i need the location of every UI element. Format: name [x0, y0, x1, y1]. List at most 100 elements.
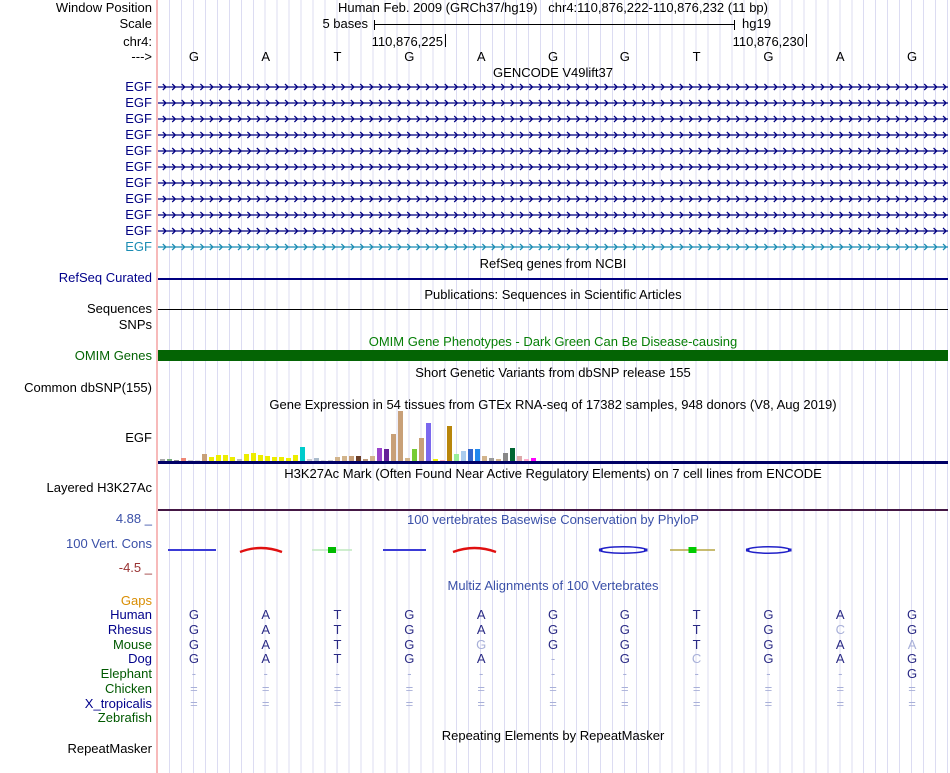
gtex-tissue-bar[interactable]	[370, 456, 375, 461]
gtex-tissue-bar[interactable]	[237, 459, 242, 461]
multiz-row-zebrafish[interactable]	[0, 711, 950, 725]
transcript-arrow-line[interactable]	[158, 209, 948, 221]
gtex-tissue-bar[interactable]	[356, 456, 361, 461]
track-label-species-elephant[interactable]: Elephant	[100, 666, 152, 681]
gtex-tissue-bar[interactable]	[412, 449, 417, 461]
track-label-species-mouse[interactable]: Mouse	[112, 637, 152, 652]
gtex-tissue-bar[interactable]	[223, 455, 228, 461]
gtex-tissue-bar[interactable]	[391, 434, 396, 461]
gtex-tissue-bar[interactable]	[335, 457, 340, 461]
track-label-gaps[interactable]: Gaps	[120, 593, 152, 608]
gtex-expression-chart[interactable]	[158, 408, 948, 461]
gtex-tissue-bar[interactable]	[188, 460, 193, 461]
gtex-tissue-bar[interactable]	[384, 449, 389, 461]
track-label-transcript[interactable]: EGF	[125, 143, 152, 158]
multiz-row-x_tropicalis[interactable]: = = = = = = = = = = =	[0, 697, 950, 711]
track-label-snps[interactable]: SNPs	[118, 317, 152, 332]
gtex-tissue-bar[interactable]	[405, 458, 410, 461]
track-label-species-chicken[interactable]: Chicken	[105, 681, 152, 696]
gtex-tissue-bar[interactable]	[475, 449, 480, 461]
track-label-transcript[interactable]: EGF	[125, 191, 152, 206]
transcript-arrow-line[interactable]	[158, 225, 948, 237]
conservation-feature-lens[interactable]	[598, 543, 648, 557]
conservation-feature-flat[interactable]	[168, 543, 216, 557]
gtex-tissue-bar[interactable]	[461, 451, 466, 461]
conservation-feature-flat[interactable]	[383, 543, 426, 557]
gtex-tissue-bar[interactable]	[440, 460, 445, 461]
track-label-species-dog[interactable]: Dog	[128, 651, 152, 666]
gtex-tissue-bar[interactable]	[377, 448, 382, 461]
conservation-feature-tickline[interactable]	[670, 543, 715, 557]
gtex-tissue-bar[interactable]	[328, 460, 333, 461]
gtex-tissue-bar[interactable]	[419, 438, 424, 461]
track-label-transcript[interactable]: EGF	[125, 175, 152, 190]
gtex-tissue-bar[interactable]	[209, 457, 214, 461]
transcript-arrow-line[interactable]	[158, 241, 948, 253]
transcript-arrow-line[interactable]	[158, 129, 948, 141]
track-label-transcript[interactable]: EGF	[125, 79, 152, 94]
gtex-tissue-bar[interactable]	[286, 458, 291, 461]
track-label-species-zebrafish[interactable]: Zebrafish	[97, 710, 152, 725]
gtex-tissue-bar[interactable]	[251, 453, 256, 461]
gtex-tissue-bar[interactable]	[265, 456, 270, 461]
track-label-common-dbsnp[interactable]: Common dbSNP(155)	[24, 380, 152, 395]
gtex-tissue-bar[interactable]	[195, 460, 200, 461]
gtex-tissue-bar[interactable]	[510, 448, 515, 461]
gtex-tissue-bar[interactable]	[496, 459, 501, 461]
gtex-tissue-bar[interactable]	[258, 455, 263, 461]
gtex-tissue-bar[interactable]	[482, 456, 487, 461]
h3k27ac-track-line[interactable]	[158, 509, 948, 511]
gtex-tissue-bar[interactable]	[447, 426, 452, 461]
gtex-tissue-bar[interactable]	[293, 455, 298, 461]
gtex-tissue-bar[interactable]	[349, 456, 354, 461]
track-label-transcript[interactable]: EGF	[125, 95, 152, 110]
gtex-tissue-bar[interactable]	[468, 449, 473, 461]
gtex-tissue-bar[interactable]	[398, 411, 403, 461]
gtex-tissue-bar[interactable]	[307, 459, 312, 461]
track-label-species-rhesus[interactable]: Rhesus	[107, 622, 152, 637]
gtex-tissue-bar[interactable]	[524, 459, 529, 461]
transcript-arrow-line[interactable]	[158, 113, 948, 125]
omim-genes-bar[interactable]	[158, 350, 948, 361]
gtex-tissue-bar[interactable]	[503, 453, 508, 461]
gtex-tissue-bar[interactable]	[202, 454, 207, 461]
gtex-tissue-bar[interactable]	[454, 454, 459, 461]
track-label-transcript[interactable]: EGF	[125, 207, 152, 222]
gtex-tissue-bar[interactable]	[300, 447, 305, 461]
gtex-tissue-bar[interactable]	[363, 459, 368, 461]
track-label-transcript[interactable]: EGF	[125, 239, 152, 254]
track-label-100-vert-cons[interactable]: 100 Vert. Cons	[66, 536, 152, 551]
gtex-tissue-bar[interactable]	[272, 457, 277, 461]
gtex-tissue-bar[interactable]	[181, 458, 186, 461]
gtex-tissue-bar[interactable]	[174, 460, 179, 461]
gtex-tissue-bar[interactable]	[517, 456, 522, 461]
transcript-arrow-line[interactable]	[158, 145, 948, 157]
conservation-feature-lens[interactable]	[745, 543, 792, 557]
gtex-tissue-bar[interactable]	[216, 455, 221, 461]
gtex-tissue-bar[interactable]	[314, 458, 319, 461]
gtex-tissue-bar[interactable]	[160, 459, 165, 461]
track-label-sequences[interactable]: Sequences	[86, 301, 152, 316]
gtex-tissue-bar[interactable]	[433, 459, 438, 461]
transcript-arrow-line[interactable]	[158, 177, 948, 189]
track-label-layered-h3k27ac[interactable]: Layered H3K27Ac	[46, 480, 152, 495]
refseq-curated-track-line[interactable]	[158, 278, 948, 280]
gtex-tissue-bar[interactable]	[489, 458, 494, 461]
gtex-tissue-bar[interactable]	[279, 457, 284, 461]
track-label-repeatmasker[interactable]: RepeatMasker	[67, 741, 152, 756]
gtex-tissue-bar[interactable]	[531, 458, 536, 461]
track-label-gtex-gene[interactable]: EGF	[125, 430, 152, 445]
conservation-feature-tickline[interactable]	[312, 543, 352, 557]
track-label-species-human[interactable]: Human	[110, 607, 152, 622]
track-label-transcript[interactable]: EGF	[125, 223, 152, 238]
track-label-transcript[interactable]: EGF	[125, 111, 152, 126]
conservation-feature-hump[interactable]	[452, 543, 497, 557]
transcript-arrow-line[interactable]	[158, 81, 948, 93]
gtex-tissue-bar[interactable]	[244, 454, 249, 461]
gtex-tissue-bar[interactable]	[321, 460, 326, 461]
gtex-tissue-bar[interactable]	[230, 457, 235, 461]
